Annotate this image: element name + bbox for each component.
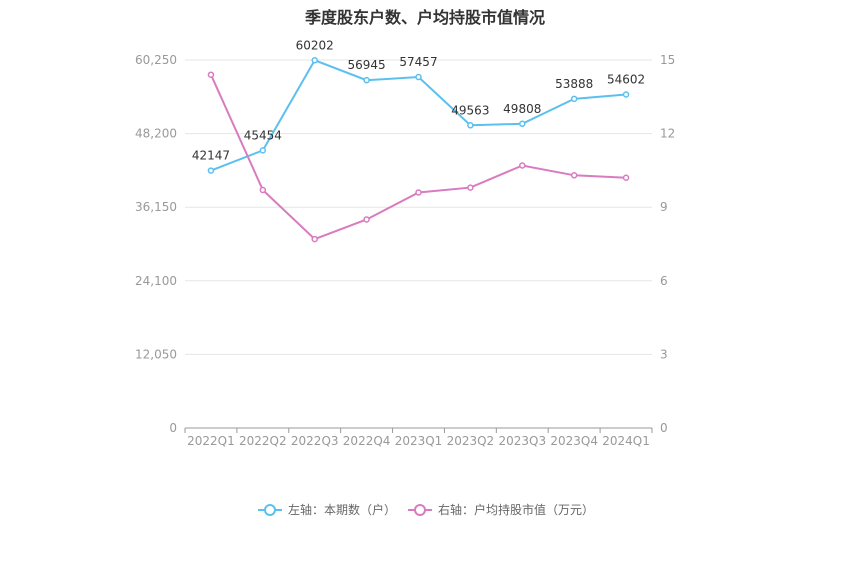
data-point [415, 189, 422, 196]
data-point [363, 76, 370, 84]
left-axis-tick-label: 60,250 [135, 53, 177, 67]
data-point [311, 235, 318, 243]
right-axis-tick-label: 9 [660, 200, 668, 214]
x-axis-tick-label: 2023Q4 [550, 434, 598, 448]
data-label: 45454 [244, 128, 282, 142]
data-point [570, 172, 578, 179]
data-label: 60202 [296, 38, 334, 52]
left-axis-tick-label: 48,200 [135, 127, 177, 141]
x-axis-tick-label: 2024Q1 [602, 434, 650, 448]
data-label: 49563 [451, 103, 489, 117]
left-axis-tick-label: 36,150 [135, 200, 177, 214]
legend: 左轴：本期数（户） 右轴：户均持股市值（万元） [258, 502, 594, 517]
x-axis-tick-label: 2022Q4 [343, 434, 391, 448]
axes: 0 0 12,050 3 24,100 6 36,150 9 48,200 12 60,250 15 2… [135, 53, 675, 448]
legend-marker [264, 504, 276, 516]
left-axis-tick-label: 24,100 [135, 274, 177, 288]
right-axis-tick-label: 15 [660, 53, 675, 67]
legend-marker [414, 504, 426, 516]
x-axis-tick-label: 2022Q2 [239, 434, 287, 448]
data-point [622, 174, 630, 182]
legend-label: 右轴：户均持股市值（万元） [438, 502, 594, 517]
data-point [519, 162, 526, 169]
x-axis-tick-label: 2022Q1 [187, 434, 235, 448]
data-point [207, 167, 215, 174]
left-axis-tick-label: 12,050 [135, 347, 177, 361]
right-axis-tick-label: 12 [660, 127, 675, 141]
x-axis-tick-label: 2022Q3 [291, 434, 339, 448]
legend-label: 左轴：本期数（户） [288, 502, 396, 517]
data-label: 54602 [607, 72, 645, 86]
data-point [467, 184, 474, 191]
legend-item-2: 右轴：户均持股市值（万元） [408, 502, 594, 517]
chart-title: 季度股东户数、户均持股市值情况 [304, 8, 545, 27]
data-point [570, 95, 578, 103]
data-point [259, 147, 267, 154]
data-point [467, 122, 474, 129]
legend-item-1: 左轴：本期数（户） [258, 502, 396, 517]
x-axis-tick-label: 2023Q1 [395, 434, 443, 448]
series-lines: 42147 45454 60202 56945 57457 49563 49808 53888… [192, 38, 645, 243]
data-point [363, 216, 370, 223]
right-axis-tick-label: 3 [660, 347, 668, 361]
data-point [622, 91, 630, 98]
data-point [259, 186, 267, 194]
x-axis-tick-label: 2023Q2 [447, 434, 495, 448]
data-label: 53888 [555, 77, 593, 91]
left-axis-tick-label: 0 [169, 421, 177, 435]
right-axis-tick-label: 0 [660, 421, 668, 435]
data-point [207, 71, 215, 78]
data-label: 56945 [348, 58, 386, 72]
series-line-2 [210, 74, 627, 241]
data-point [415, 73, 422, 81]
x-axis-tick-label: 2023Q3 [498, 434, 546, 448]
right-axis-tick-label: 6 [660, 274, 668, 288]
data-label: 42147 [192, 149, 230, 163]
data-point [311, 57, 318, 64]
data-label: 57457 [399, 55, 437, 69]
gridlines [185, 59, 652, 355]
data-point [519, 120, 526, 128]
data-label: 49808 [503, 102, 541, 116]
